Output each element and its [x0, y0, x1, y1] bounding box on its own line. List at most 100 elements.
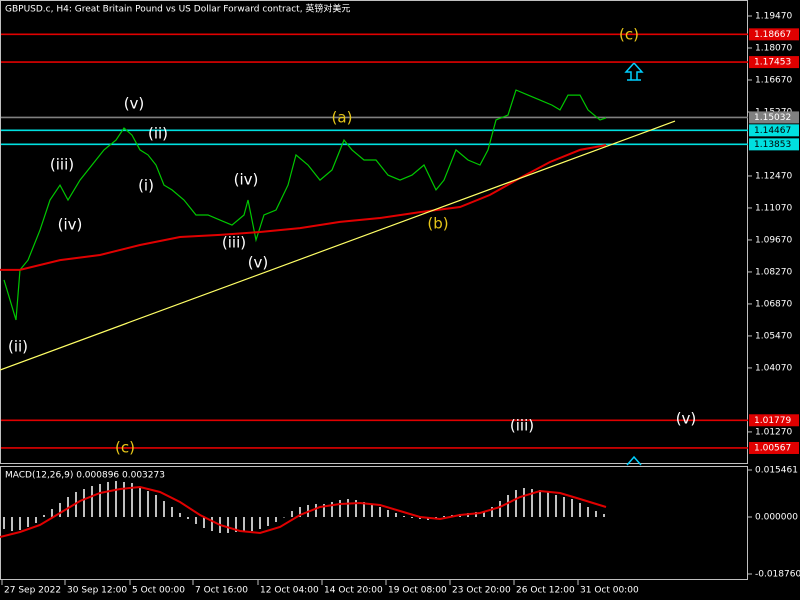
histogram-bar: [91, 485, 93, 517]
histogram-bar: [115, 481, 117, 517]
histogram-bar: [371, 504, 373, 517]
macd-panel-frame: [0, 466, 748, 580]
histogram-bar: [211, 516, 213, 532]
level-label: 1.15032: [754, 113, 791, 123]
wave-label: (i): [138, 177, 154, 195]
x-tick-label: 31 Oct 00:00: [580, 586, 639, 596]
histogram-bar: [99, 483, 101, 517]
histogram-bar: [3, 516, 5, 530]
histogram-bar: [475, 511, 477, 517]
histogram-bar: [267, 516, 269, 526]
histogram-bar: [339, 500, 341, 517]
histogram-bar: [139, 487, 141, 517]
histogram-bar: [363, 501, 365, 517]
histogram-bar: [571, 499, 573, 517]
histogram-bar: [227, 516, 229, 533]
wave-label: (iv): [234, 171, 259, 189]
arrow-up: [626, 455, 642, 466]
histogram-bar: [83, 489, 85, 517]
histogram-bar: [259, 516, 261, 530]
wave-label: (ii): [148, 125, 168, 143]
histogram-bar: [355, 500, 357, 517]
histogram-bar: [283, 516, 285, 518]
y-tick-label: 1.05470: [755, 331, 792, 341]
histogram-bar: [251, 516, 253, 532]
arrow-up: [624, 61, 644, 81]
wave-label: (v): [248, 254, 269, 272]
histogram-bar: [275, 516, 277, 523]
histogram-bar: [187, 516, 189, 520]
histogram-bar: [547, 491, 549, 517]
histogram-bar: [131, 482, 133, 517]
histogram-bar: [315, 503, 317, 517]
y-tick-label: 1.08270: [755, 267, 792, 277]
histogram-bar: [379, 506, 381, 517]
histogram-bar: [243, 516, 245, 533]
level-label-box: [749, 56, 799, 69]
y-tick-label: 1.12470: [755, 171, 792, 181]
series-line: [0, 485, 607, 538]
x-tick-label: 23 Oct 20:00: [452, 586, 511, 596]
histogram-bar: [587, 506, 589, 517]
y-tick-label: 1.11070: [755, 203, 792, 213]
wave-label: (a): [332, 109, 353, 127]
histogram-bar: [515, 490, 517, 517]
histogram-bar: [531, 489, 533, 517]
wave-label: (iii): [50, 156, 74, 174]
histogram-bar: [411, 516, 413, 519]
y-tick-label: 0.015461: [755, 466, 798, 476]
y-tick-label: 1.01270: [755, 427, 792, 437]
level-label-box: [749, 124, 799, 137]
x-tick-label: 30 Sep 12:00: [67, 586, 127, 596]
level-label: 1.18667: [754, 30, 791, 40]
series-line: [0, 144, 607, 271]
macd-title: MACD(12,26,9) 0.000896 0.003273: [5, 471, 165, 481]
level-label: 1.00567: [754, 443, 791, 453]
y-tick-label: -0.018760: [755, 570, 800, 580]
level-label-box: [749, 111, 799, 124]
histogram-bar: [291, 511, 293, 517]
histogram-bar: [563, 496, 565, 517]
wave-label: (c): [619, 26, 639, 44]
x-tick-label: 14 Oct 20:00: [324, 586, 383, 596]
y-tick-label: 1.09670: [755, 235, 792, 245]
x-tick-label: 19 Oct 08:00: [388, 586, 447, 596]
level-label: 1.13853: [754, 140, 791, 150]
y-tick-label: 1.18070: [755, 43, 792, 53]
y-tick-label: 1.06870: [755, 299, 792, 309]
histogram-bar: [443, 515, 445, 517]
histogram-bar: [507, 494, 509, 517]
histogram-bar: [523, 488, 525, 517]
x-tick-label: 26 Oct 12:00: [516, 586, 575, 596]
level-label-box: [749, 414, 799, 427]
wave-label: (iii): [510, 417, 534, 435]
histogram-bar: [155, 494, 157, 517]
wave-label: (ii): [8, 338, 28, 356]
histogram-bar: [235, 516, 237, 533]
level-label: 1.01779: [754, 416, 791, 426]
histogram-bar: [595, 511, 597, 517]
histogram-bar: [555, 494, 557, 517]
histogram-bar: [147, 491, 149, 517]
histogram-bar: [179, 512, 181, 517]
level-label: 1.14467: [754, 126, 791, 136]
histogram-bar: [11, 516, 13, 532]
level-label-box: [749, 138, 799, 151]
y-tick-label: 1.04070: [755, 363, 792, 373]
series-line: [0, 120, 676, 371]
y-tick-label: 1.16670: [755, 75, 792, 85]
histogram-bar: [395, 512, 397, 517]
histogram-bar: [539, 490, 541, 517]
histogram-bar: [299, 506, 301, 517]
level-label-box: [749, 441, 799, 454]
wave-label: (c): [115, 439, 135, 457]
wave-label: (iv): [58, 216, 83, 234]
histogram-bar: [323, 503, 325, 517]
wave-label: (v): [124, 95, 145, 113]
histogram-bar: [347, 499, 349, 517]
histogram-bar: [163, 501, 165, 517]
histogram-bar: [107, 481, 109, 517]
y-tick-label: 0.000000: [755, 512, 798, 522]
chart-title: GBPUSD.c, H4: Great Britain Pound vs US …: [5, 3, 350, 15]
